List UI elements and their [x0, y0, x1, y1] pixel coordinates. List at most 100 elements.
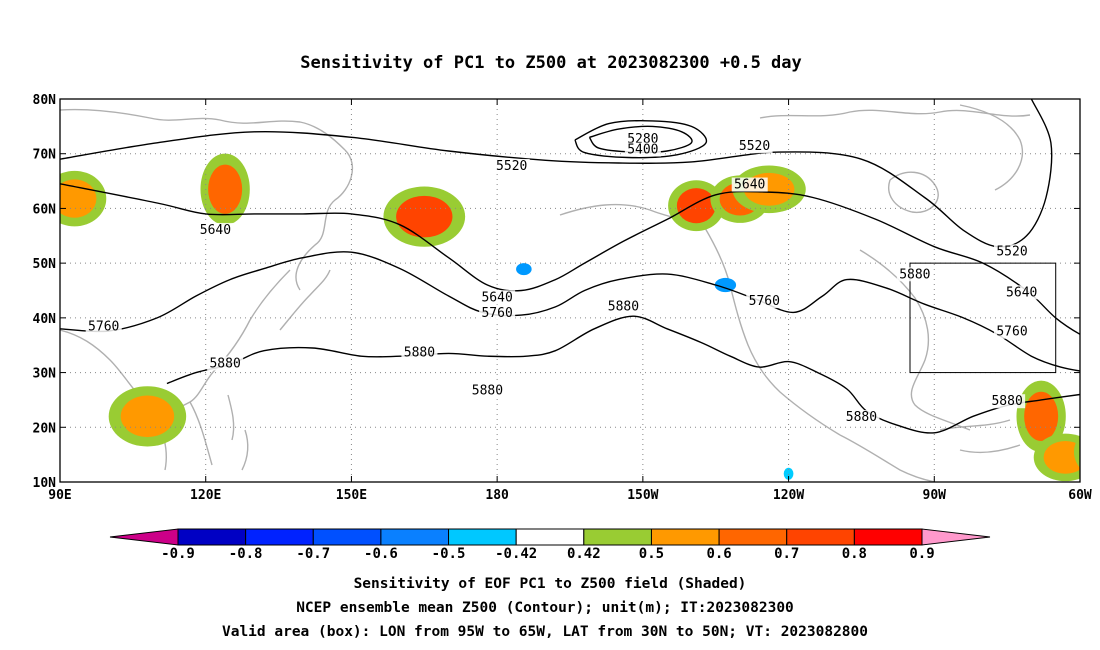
contour-label: 5640: [481, 290, 512, 305]
contour-label: 5880: [608, 300, 639, 315]
contour-label: 5760: [481, 306, 512, 321]
contour-label: 5760: [996, 325, 1027, 340]
contour-label: 5520: [996, 244, 1027, 259]
shaded-patch: [714, 277, 737, 293]
coastline-central-america: [839, 434, 936, 482]
contour-label: 5520: [739, 139, 770, 154]
lon-tick-label: 60W: [1068, 488, 1092, 503]
shaded-patch: [1043, 440, 1080, 474]
lon-tick-label: 150E: [336, 488, 367, 503]
contour-label-bg: [469, 383, 506, 398]
lat-tick-label: 50N: [33, 257, 57, 272]
contour-label: 5760: [749, 294, 780, 309]
colorbar: -0.9 -0.8 -0.7 -0.6 -0.5 -0.42 0.42 0.5 0.6 0.7 0.…: [109, 528, 991, 562]
coastline-asia-mainland: [60, 269, 291, 412]
colorbar-cells: [177, 528, 923, 546]
lon-tick-label: 120E: [190, 488, 221, 503]
lat-tick-label: 20N: [33, 421, 57, 436]
contour-label: 5880: [472, 383, 503, 398]
shaded-patch: [783, 467, 794, 480]
shaded-patch: [676, 188, 716, 224]
shaded-patch: [396, 195, 453, 238]
contour-label: 5880: [846, 410, 877, 425]
lat-tick-label: 70N: [33, 148, 57, 163]
shaded-patch: [1085, 432, 1100, 471]
colorbar-cell: [245, 528, 314, 546]
colorbar-label: 0.42: [567, 546, 601, 562]
contour-label-bg: [401, 345, 438, 360]
colorbar-label: 0.9: [909, 546, 934, 562]
colorbar-cell: [312, 528, 382, 546]
contour-label: 5880: [899, 267, 930, 282]
contour-label: 5880: [404, 346, 435, 361]
colorbar-label: -0.6: [364, 546, 398, 562]
contour-label-bg: [736, 139, 773, 154]
caption-line-3: Valid area (box): LON from 95W to 65W, L…: [222, 624, 868, 640]
coastline-canada-arctic: [759, 109, 1031, 119]
contour-line-5520: [60, 99, 1053, 248]
colorbar-label: 0.8: [842, 546, 867, 562]
colorbar-cell: [718, 528, 788, 546]
colorbar-cell: [177, 528, 247, 546]
sensitivity-shading: [60, 153, 1100, 482]
contour-label-bg: [989, 394, 1026, 409]
lon-tick-label: 180: [485, 488, 509, 503]
contour-label: 5640: [734, 178, 765, 193]
contour-label: 5880: [991, 394, 1022, 409]
contour-label-bg: [896, 267, 933, 282]
colorbar-label: 0.6: [706, 546, 731, 562]
map-plot-area: 5280540055205520564056405640576057605760…: [33, 93, 1100, 503]
colorbar-label: -0.9: [161, 546, 195, 562]
contour-label-bg: [994, 324, 1030, 339]
shaded-patch: [1024, 391, 1059, 441]
lat-tick-label: 40N: [33, 312, 57, 327]
caption-line-1: Sensitivity of EOF PC1 to Z500 field (Sh…: [354, 576, 747, 592]
contour-label-bg: [624, 142, 661, 157]
colorbar-label: -0.42: [495, 546, 537, 562]
colorbar-label: -0.5: [432, 546, 466, 562]
colorbar-cell: [583, 528, 652, 546]
map-background: [60, 99, 1080, 482]
map-frame: [59, 98, 1081, 483]
shaded-patch: [516, 263, 532, 276]
colorbar-label: 0.5: [639, 546, 664, 562]
shaded-patch: [120, 395, 175, 438]
contour-label: 5640: [200, 223, 231, 238]
lat-tick-label: 10N: [33, 476, 57, 491]
figure-title: Sensitivity of PC1 to Z500 at 2023082300…: [300, 53, 802, 73]
contour-labels: 5280540055205520564056405640576057605760…: [85, 132, 1040, 425]
z500-contours: [60, 99, 1080, 434]
shaded-patch: [60, 179, 97, 218]
contour-label-bg: [85, 319, 122, 334]
colorbar-cell: [380, 528, 450, 546]
coastline-north-america-west: [704, 227, 841, 436]
valid-area-box: [909, 262, 1057, 374]
shaded-patch: [208, 164, 243, 214]
contour-label: 5760: [88, 319, 119, 334]
shaded-patch-outer: [1073, 435, 1080, 468]
coastline-japan: [279, 269, 331, 331]
contour-label: 5880: [209, 356, 240, 371]
colorbar-label: -0.7: [296, 546, 330, 562]
contour-label-bg: [843, 410, 880, 425]
lon-tick-label: 90E: [48, 488, 71, 503]
colorbar-low-triangle: [109, 528, 179, 546]
contour-line-5280: [588, 125, 693, 154]
lat-tick-label: 80N: [33, 93, 57, 108]
contour-label-bg: [197, 222, 234, 237]
colorbar-cell: [515, 528, 585, 546]
colorbar-cell: [853, 528, 923, 546]
coastline-eurasia-north: [60, 108, 346, 151]
contour-label-bg: [479, 290, 516, 305]
colorbar-cell: [448, 528, 517, 546]
contour-line-5760: [60, 251, 1080, 372]
contour-label-bg: [605, 299, 642, 314]
lon-tick-label: 150W: [627, 488, 658, 503]
lon-tick-label: 120W: [773, 488, 804, 503]
contour-label: 5640: [1006, 285, 1037, 300]
colorbar-labels: -0.9 -0.8 -0.7 -0.6 -0.5 -0.42 0.42 0.5 0.6 0.7 0.…: [161, 546, 935, 562]
colorbar-cell: [650, 528, 720, 546]
contour-line-5400: [574, 119, 708, 159]
contour-label-bg: [493, 158, 530, 173]
